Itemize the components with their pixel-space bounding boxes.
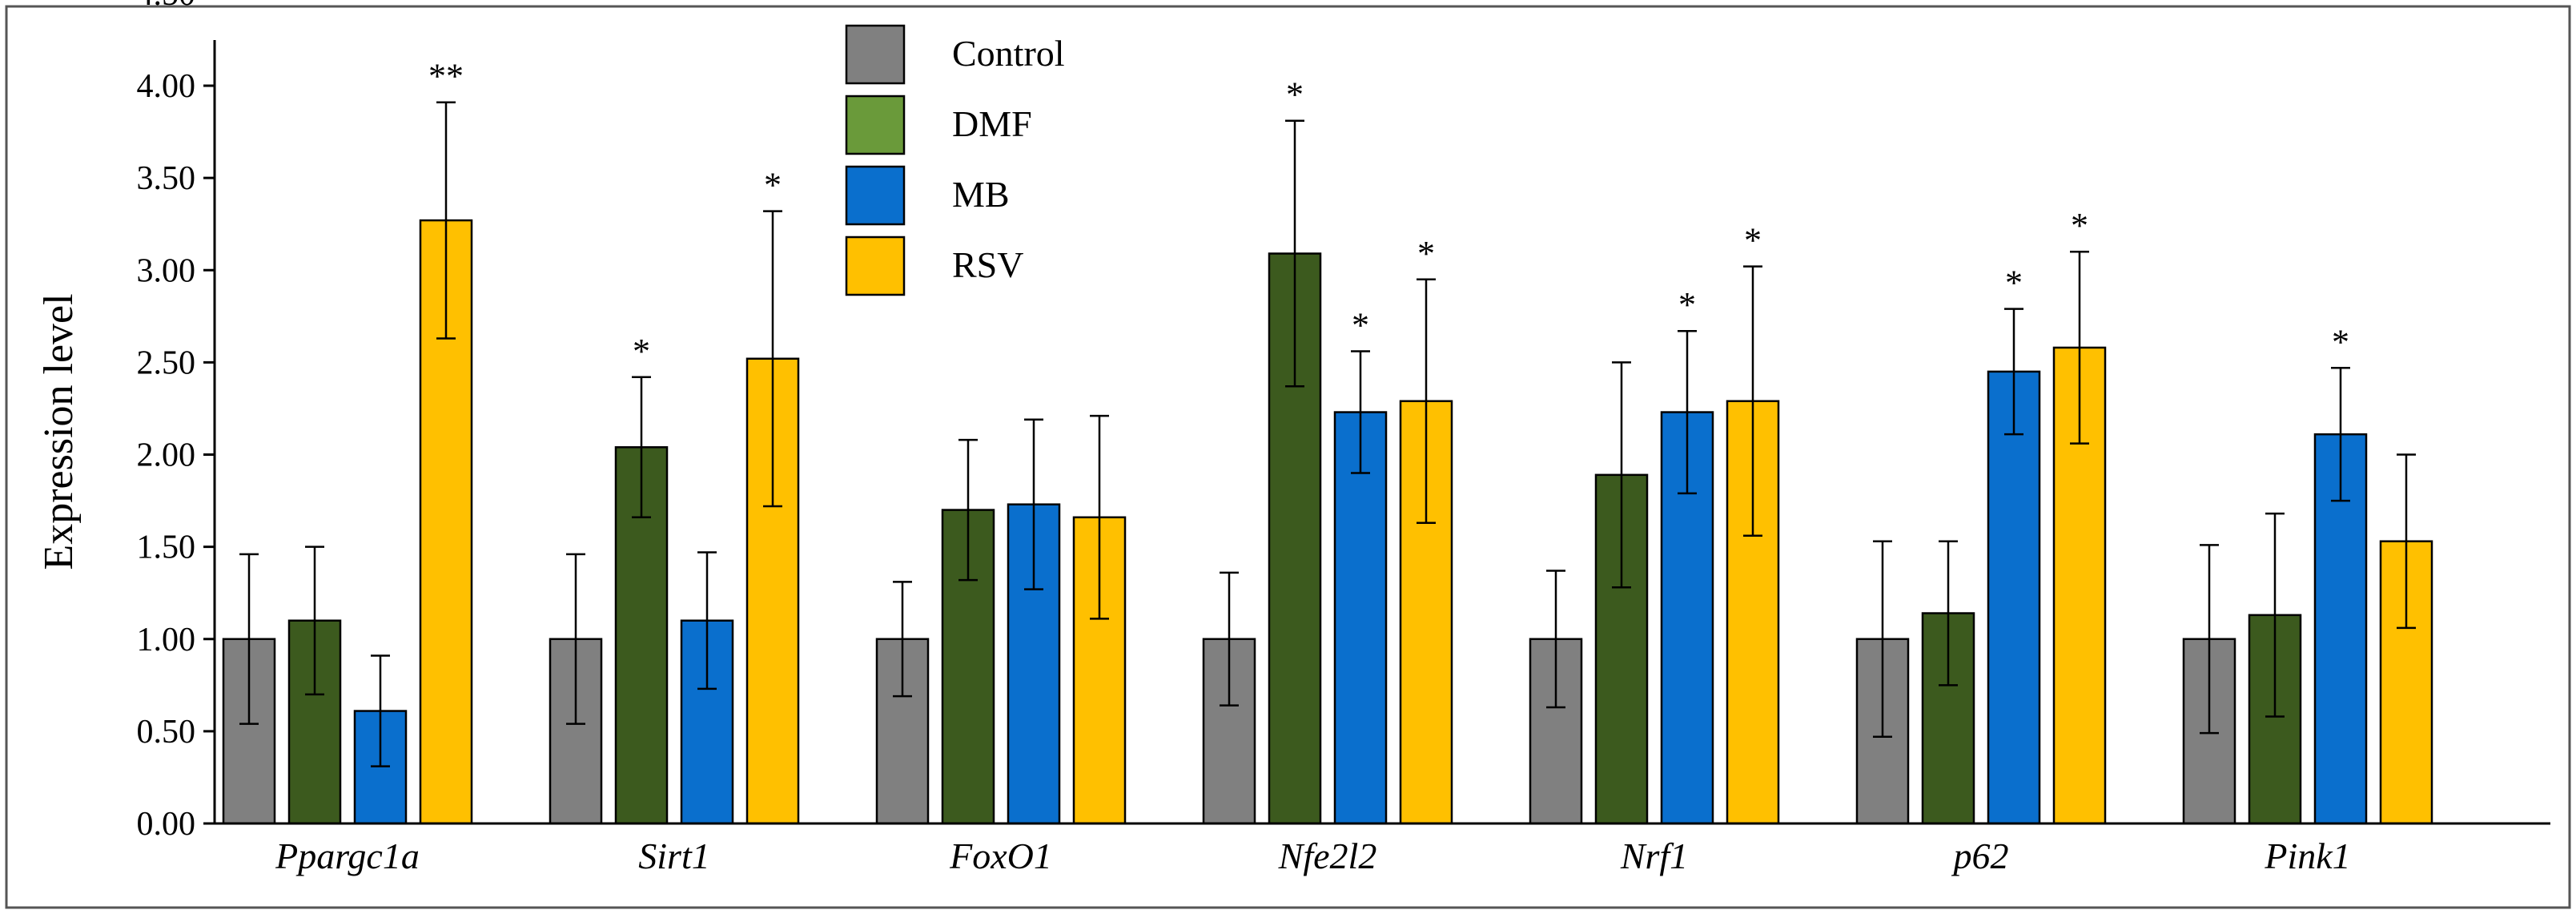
legend-label-control: Control xyxy=(952,33,1065,74)
legend-swatch-mb xyxy=(845,165,906,226)
x-category-label: Pink1 xyxy=(2264,835,2350,876)
significance-marker: * xyxy=(2005,264,2023,303)
x-category-label: Sirt1 xyxy=(638,835,709,876)
x-category-label: FoxO1 xyxy=(949,835,1052,876)
significance-marker: * xyxy=(1678,285,1696,324)
x-category-label: Nfe2l2 xyxy=(1278,835,1377,876)
significance-marker: * xyxy=(2332,322,2349,361)
significance-marker: ** xyxy=(428,57,464,96)
y-tick-label: 3.50 xyxy=(137,160,196,197)
significance-marker: * xyxy=(633,332,650,371)
significance-marker: * xyxy=(764,166,782,205)
y-axis-title: Expression level xyxy=(36,293,82,570)
legend-swatch-dmf xyxy=(845,95,906,155)
y-tick-label: 2.00 xyxy=(137,437,196,474)
legend-label-dmf: DMF xyxy=(952,103,1032,144)
x-category-label: Nrf1 xyxy=(1620,835,1688,876)
significance-marker: * xyxy=(1417,234,1435,273)
significance-marker: * xyxy=(1744,221,1762,260)
y-tick-label: 0.50 xyxy=(137,714,196,751)
significance-marker: * xyxy=(1352,306,1369,345)
y-tick-label: 4.00 xyxy=(137,68,196,105)
y-tick-label: 4.50 xyxy=(137,0,196,13)
y-tick-label: 1.00 xyxy=(137,622,196,658)
x-category-label: Ppargc1a xyxy=(275,835,420,876)
legend-swatch-rsv xyxy=(845,236,906,296)
y-tick-label: 1.50 xyxy=(137,529,196,566)
legend-label-rsv: RSV xyxy=(952,244,1023,285)
y-tick-label: 0.00 xyxy=(137,806,196,843)
significance-marker: * xyxy=(2071,206,2088,245)
legend-label-mb: MB xyxy=(952,174,1010,215)
y-tick-label: 3.00 xyxy=(137,252,196,289)
significance-marker: * xyxy=(1286,75,1304,115)
bar-mb-p62 xyxy=(1987,370,2041,825)
y-tick-label: 2.50 xyxy=(137,344,196,381)
x-category-label: p62 xyxy=(1951,835,2009,876)
legend-swatch-control xyxy=(845,24,906,85)
